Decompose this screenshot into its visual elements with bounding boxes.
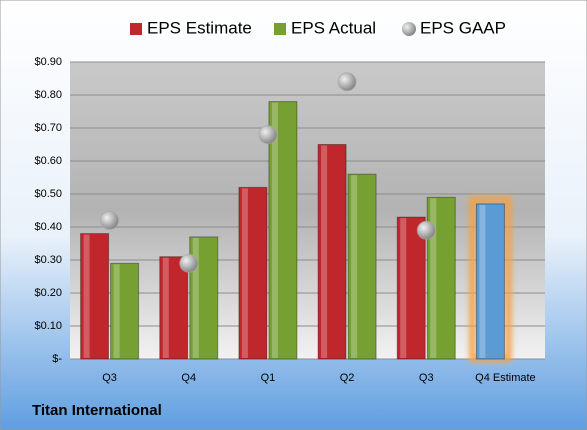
legend-marker [130,23,142,35]
bar [347,173,377,360]
plot-area [70,62,545,359]
y-tick-label: $0.40 [34,221,62,233]
y-tick-label: $0.10 [34,320,62,332]
y-tick-label: $0.70 [34,122,62,134]
bar [110,262,140,360]
bar-shine [351,175,358,358]
bar-shine [271,102,278,358]
gaap-marker [337,72,357,92]
legend-label: EPS GAAP [420,18,506,37]
x-tick-label: Q3 [419,372,434,384]
bar [238,186,268,360]
bar [317,144,347,360]
bar-shine [113,264,120,358]
legend-label: EPS Estimate [147,18,252,37]
y-tick-label: $0.80 [34,89,62,101]
bar [268,101,298,360]
gaap-marker [179,253,199,273]
bar-shine [83,234,90,358]
x-tick-label: Q2 [340,372,355,384]
bar-shine [192,237,199,358]
x-tick-label: Q4 Estimate [475,372,536,384]
y-tick-label: $0.50 [34,188,62,200]
bar [396,216,426,360]
legend-marker [274,23,286,35]
y-tick-label: $- [52,353,62,365]
bar-shine [479,204,486,358]
legend-marker [402,22,416,36]
bar-shine [400,218,407,358]
y-tick-label: $0.60 [34,155,62,167]
y-tick-label: $0.90 [34,56,62,68]
bar [475,203,505,360]
bar [159,256,189,360]
x-tick-label: Q3 [102,372,117,384]
gaap-marker [258,125,278,145]
legend-label: EPS Actual [291,18,376,37]
bar-shine [241,188,248,358]
y-tick-label: $0.30 [34,254,62,266]
gaap-marker [416,220,436,240]
y-tick-label: $0.20 [34,287,62,299]
x-tick-label: Q4 [181,372,196,384]
caption: Titan International [32,402,162,419]
bar [80,233,110,360]
bar [426,196,456,360]
gaap-marker [100,210,120,230]
bar-shine [321,145,328,358]
bar-shine [162,257,169,358]
bar-shine [430,198,437,358]
x-tick-label: Q1 [261,372,276,384]
